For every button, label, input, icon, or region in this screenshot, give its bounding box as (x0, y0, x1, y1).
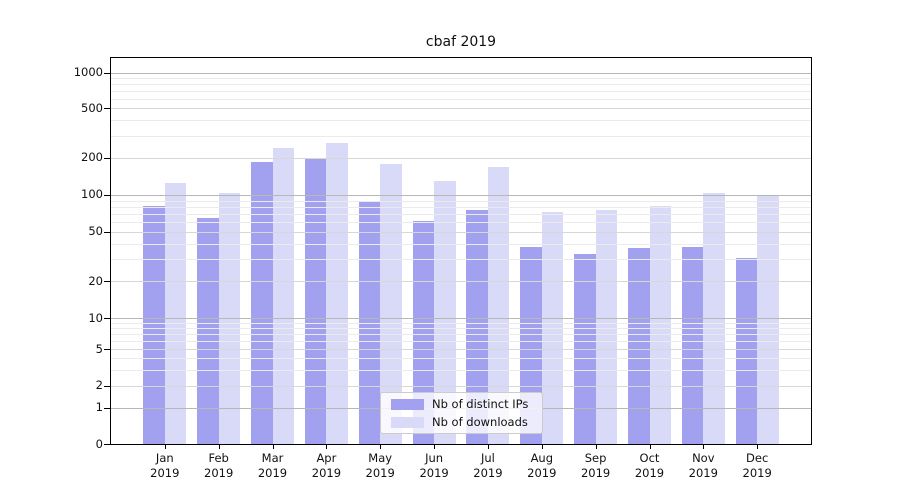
x-tick-mark-may (380, 445, 382, 449)
bar-feb-downloads (218, 192, 241, 444)
x-tick-label-year: 2019 (365, 466, 395, 480)
chart-title: cbaf 2019 (425, 34, 497, 50)
bar-apr-downloads (326, 142, 348, 444)
y-tick-mark-2 (104, 385, 110, 387)
x-tick-label-oct: Oct 2019 (622, 451, 678, 481)
y-tick-label-200: 200 (81, 150, 103, 165)
x-tick-label-year: 2019 (419, 466, 449, 480)
x-tick-label-nov: Nov 2019 (675, 451, 731, 481)
y-tick-label-100: 100 (81, 187, 103, 202)
bar-sep-downloads (595, 209, 618, 444)
y-tick-mark-500 (104, 108, 110, 110)
bar-jan-downloads (164, 182, 187, 444)
x-tick-label-sep: Sep 2019 (568, 451, 624, 481)
x-tick-label-year: 2019 (257, 466, 288, 480)
x-tick-label-feb: Feb 2019 (191, 451, 247, 481)
legend-swatch-downloads (391, 416, 424, 428)
bar-may-distinct-ips (358, 201, 381, 444)
bar-jan-distinct-ips (143, 205, 165, 444)
bar-nov-downloads (703, 193, 725, 444)
y-tick-label-1: 1 (95, 400, 103, 415)
bars-layer (111, 58, 811, 444)
y-tick-label-5: 5 (95, 341, 103, 356)
y-tick-label-500: 500 (81, 100, 103, 115)
legend-label-downloads: Nb of downloads (432, 415, 528, 429)
y-tick-label-0: 0 (95, 436, 103, 451)
y-tick-mark-10 (104, 318, 110, 319)
legend-item-distinct-ips: Nb of distinct IPs (391, 398, 542, 410)
y-tick-label-10: 10 (88, 310, 103, 325)
x-tick-label-year: 2019 (311, 466, 342, 480)
x-tick-label-year: 2019 (150, 466, 180, 480)
x-tick-label-year: 2019 (527, 466, 557, 480)
legend-item-downloads: Nb of downloads (391, 416, 542, 428)
plot-area (110, 57, 812, 445)
y-tick-mark-200 (104, 157, 110, 159)
x-tick-mark-oct (649, 445, 651, 449)
y-tick-mark-0 (104, 444, 110, 445)
x-tick-label-year: 2019 (634, 466, 665, 480)
y-tick-mark-100 (104, 194, 110, 196)
x-tick-label-year: 2019 (204, 466, 234, 480)
y-tick-label-1000: 1000 (73, 65, 103, 80)
x-tick-label-mar: Mar 2019 (245, 451, 301, 481)
x-tick-label-jul: Jul 2019 (460, 451, 516, 481)
x-tick-label-dec: Dec 2019 (729, 451, 785, 481)
bar-sep-distinct-ips (574, 254, 596, 444)
y-tick-mark-5 (104, 349, 110, 351)
y-tick-label-20: 20 (88, 273, 103, 288)
bar-oct-distinct-ips (628, 248, 650, 444)
bar-jul-downloads (487, 166, 510, 444)
bar-may-downloads (380, 164, 402, 444)
x-tick-mark-sep (595, 445, 597, 449)
x-tick-mark-aug (541, 445, 543, 449)
bar-nov-distinct-ips (681, 246, 704, 444)
x-tick-mark-apr (326, 445, 328, 449)
x-tick-mark-dec (757, 445, 759, 449)
x-tick-label-year: 2019 (688, 466, 718, 480)
y-tick-mark-1000 (104, 72, 110, 74)
bar-aug-downloads (541, 211, 564, 444)
y-tick-label-2: 2 (95, 378, 103, 393)
legend-swatch-distinct-ips (391, 398, 424, 410)
bar-dec-downloads (757, 194, 779, 444)
bar-apr-distinct-ips (304, 157, 327, 444)
bar-feb-distinct-ips (197, 217, 219, 444)
bar-dec-distinct-ips (735, 257, 758, 444)
x-tick-label-year: 2019 (473, 466, 503, 480)
x-tick-mark-feb (218, 445, 220, 449)
y-tick-mark-20 (104, 281, 110, 282)
x-tick-mark-mar (272, 445, 274, 449)
x-tick-label-jun: Jun 2019 (406, 451, 462, 481)
bar-jun-downloads (434, 180, 456, 444)
bar-jul-distinct-ips (466, 209, 488, 444)
x-tick-label-year: 2019 (580, 466, 611, 480)
x-tick-label-year: 2019 (742, 466, 772, 480)
x-tick-label-may: May 2019 (352, 451, 408, 481)
bar-oct-downloads (649, 205, 671, 444)
bar-mar-distinct-ips (251, 162, 273, 444)
x-tick-label-jan: Jan 2019 (137, 451, 193, 481)
x-tick-mark-jan (164, 445, 166, 449)
bar-jun-distinct-ips (412, 221, 435, 444)
x-tick-mark-nov (703, 445, 705, 449)
x-tick-label-apr: Apr 2019 (298, 451, 354, 481)
x-tick-mark-jun (434, 445, 436, 449)
y-tick-mark-1 (104, 407, 110, 409)
x-tick-mark-jul (487, 445, 489, 449)
legend: Nb of distinct IPs Nb of downloads (380, 392, 543, 434)
legend-label-distinct-ips: Nb of distinct IPs (432, 397, 529, 411)
x-tick-label-aug: Aug 2019 (514, 451, 570, 481)
y-tick-mark-50 (104, 231, 110, 233)
bar-mar-downloads (272, 148, 294, 444)
y-tick-label-50: 50 (88, 224, 103, 239)
